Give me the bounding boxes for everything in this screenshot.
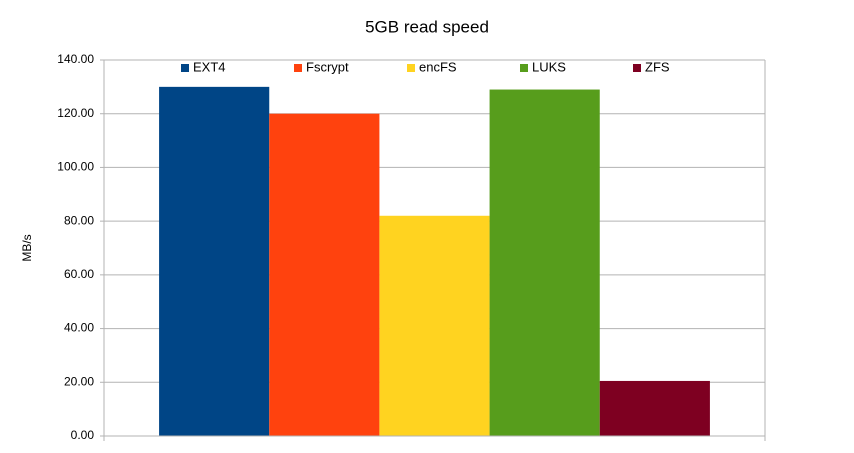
legend-swatch [294,64,302,72]
legend-label: Fscrypt [306,59,349,74]
legend-label: EXT4 [193,59,226,74]
bar [379,215,490,436]
bar [489,89,600,437]
y-tick-label: 80.00 [64,213,94,227]
y-tick-label: 140.00 [57,52,94,66]
y-tick-label: 60.00 [64,267,94,281]
y-tick-label: 40.00 [64,321,94,335]
y-tick-label: 100.00 [57,160,94,174]
legend-label: encFS [419,59,457,74]
y-tick-label: 20.00 [64,374,94,388]
chart-title: 5GB read speed [365,17,489,36]
y-tick-label: 0.00 [71,428,95,442]
legend-swatch [407,64,415,72]
y-axis-label: MB/s [20,234,34,261]
legend-swatch [520,64,528,72]
legend-label: ZFS [645,59,670,74]
y-tick-label: 120.00 [57,106,94,120]
bar [599,380,710,436]
bar [269,113,380,436]
legend-swatch [633,64,641,72]
legend-label: LUKS [532,59,566,74]
bar [159,86,270,436]
legend-swatch [181,64,189,72]
